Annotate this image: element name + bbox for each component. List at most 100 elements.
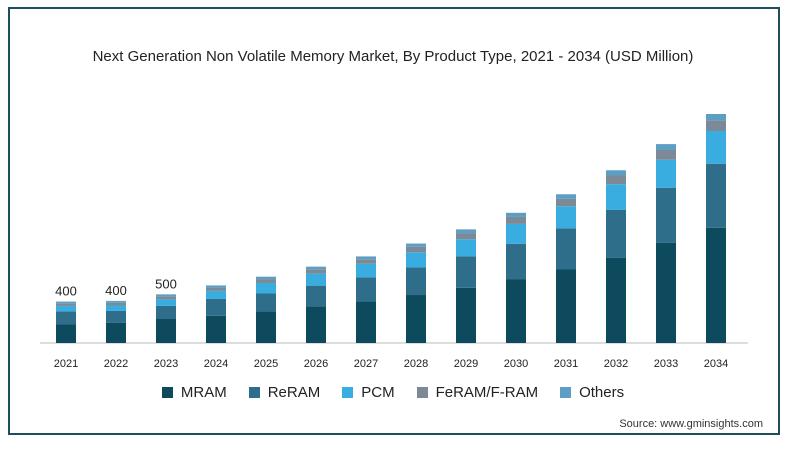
bar-segment [106,322,126,343]
bar-segment [156,294,176,297]
bar-segment [306,306,326,343]
bar-segment [156,319,176,343]
bar-segment [356,277,376,302]
bar-segment [656,187,676,243]
bar-segment [306,285,326,307]
bar-segment [206,315,226,343]
bar-segment [406,243,426,247]
bar-segment [606,257,626,343]
bar-segment [506,212,526,217]
legend-swatch [161,387,173,398]
bar-segment [356,301,376,343]
legend-swatch [342,387,354,398]
bar-segment [356,256,376,260]
x-tick-label: 2034 [704,358,728,370]
bar-segment [56,303,76,306]
bar-segment [256,276,276,280]
bar-segment [506,279,526,343]
x-tick-label: 2029 [454,358,478,370]
bar-segment [556,269,576,343]
bar-segment [406,252,426,268]
bar-segment [706,227,726,343]
bar-segment [256,283,276,294]
bar-segment [106,300,126,303]
bar-segment [56,324,76,343]
legend-item: Others [560,384,624,401]
legend-item: FeRAM/F-RAM [416,384,539,401]
bar-segment [156,299,176,306]
bar-segment [606,170,626,176]
bar-segment [706,120,726,132]
legend-item: ReRAM [248,384,321,401]
bar-segment [656,159,676,188]
legend-label: MRAM [180,384,227,401]
x-tick-label: 2022 [104,358,128,370]
bar-segment [306,266,326,270]
bar-segment [256,293,276,312]
chart-frame [8,7,780,435]
bar-segment [456,239,476,257]
legend-swatch [248,387,260,398]
bar-segment [156,296,176,300]
bar-segment [656,149,676,160]
x-tick-label: 2024 [204,358,228,370]
data-label: 500 [155,276,177,291]
x-tick-label: 2028 [404,358,428,370]
legend-label: PCM [361,384,395,401]
x-tick-label: 2030 [504,358,528,370]
bar-segment [656,242,676,343]
bar-segment [306,273,326,286]
legend-item: MRAM [161,384,227,401]
chart-legend: MRAM ReRAM PCM FeRAM/F-RAM Others [0,384,786,401]
bar-segment [406,295,426,343]
bar-segment [706,163,726,228]
bar-segment [506,216,526,224]
bar-segment [206,287,226,291]
bar-segment [456,233,476,240]
bar-segment [706,131,726,164]
legend-swatch [560,387,572,398]
x-tick-label: 2032 [604,358,628,370]
bar-segment [106,310,126,323]
x-tick-label: 2021 [54,358,78,370]
bar-segment [106,305,126,311]
bar-segment [606,175,626,185]
bar-segment [556,194,576,199]
bar-segment [56,301,76,304]
bar-segment [206,290,226,299]
bar-segment [456,287,476,343]
legend-label: FeRAM/F-RAM [435,384,539,401]
legend-swatch [416,387,428,398]
bar-segment [56,305,76,312]
x-tick-label: 2025 [254,358,278,370]
bar-segment [406,246,426,253]
bar-segment [606,184,626,210]
x-tick-label: 2023 [154,358,178,370]
bar-segment [556,206,576,229]
data-label: 400 [105,283,127,298]
bar-segment [306,269,326,274]
bar-segment [556,228,576,270]
bar-segment [206,285,226,288]
x-tick-label: 2031 [554,358,578,370]
legend-item: PCM [342,384,395,401]
bar-segment [606,209,626,258]
bar-segment [456,229,476,234]
bar-segment [356,259,376,264]
source-note: Source: www.gminsights.com [619,418,763,430]
bar-segment [206,298,226,316]
bar-segment [106,302,126,306]
bar-segment [506,223,526,244]
legend-label: ReRAM [267,384,321,401]
bar-segment [456,256,476,288]
x-tick-label: 2033 [654,358,678,370]
bar-segment [506,243,526,280]
bar-segment [256,311,276,343]
bar-segment [356,263,376,278]
bar-segment [256,279,276,284]
x-tick-label: 2026 [304,358,328,370]
legend-label: Others [579,384,625,401]
bar-segment [406,267,426,296]
chart-title: Next Generation Non Volatile Memory Mark… [92,48,694,65]
